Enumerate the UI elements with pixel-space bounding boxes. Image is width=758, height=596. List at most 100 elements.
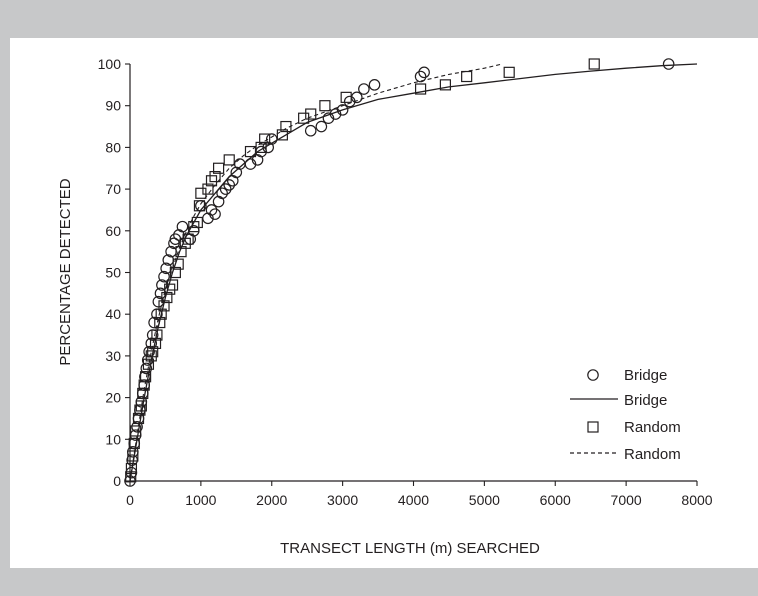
random-point bbox=[414, 83, 427, 95]
random-fit-line bbox=[129, 63, 503, 482]
bridge-point bbox=[414, 70, 427, 83]
random-point bbox=[202, 183, 214, 195]
bridge-point bbox=[368, 79, 381, 91]
bridge-point bbox=[216, 187, 228, 200]
bridge-point bbox=[244, 158, 257, 170]
y-tick-label: 60 bbox=[105, 223, 121, 239]
x-tick-label: 1000 bbox=[185, 492, 216, 508]
x-tick-label: 6000 bbox=[540, 492, 571, 508]
random-point bbox=[244, 145, 257, 158]
x-tick-label: 4000 bbox=[398, 492, 429, 508]
bridge-point bbox=[329, 108, 342, 120]
random-point bbox=[191, 216, 203, 229]
random-point bbox=[138, 379, 150, 391]
random-point bbox=[132, 412, 145, 425]
y-tick-label: 70 bbox=[105, 181, 121, 197]
random-point bbox=[142, 358, 155, 370]
random-point bbox=[151, 329, 163, 341]
random-point bbox=[127, 450, 139, 462]
random-point bbox=[340, 91, 352, 103]
legend-random-points-label: Random bbox=[624, 419, 681, 436]
y-tick-label: 50 bbox=[105, 265, 121, 281]
y-tick-label: 30 bbox=[105, 348, 121, 364]
random-point bbox=[147, 346, 159, 358]
y-tick-label: 100 bbox=[98, 56, 122, 72]
random-point bbox=[169, 266, 181, 279]
random-point bbox=[164, 283, 176, 295]
bridge-point bbox=[158, 270, 170, 283]
random-point bbox=[209, 170, 221, 183]
bridge-point bbox=[140, 362, 153, 375]
random-point bbox=[154, 316, 166, 329]
x-tick-label: 8000 bbox=[681, 492, 712, 508]
bridge-point bbox=[304, 124, 317, 137]
random-point bbox=[259, 133, 271, 145]
x-tick-label: 2000 bbox=[256, 492, 287, 508]
y-tick-label: 90 bbox=[105, 98, 121, 114]
random-point bbox=[223, 154, 235, 166]
fit-lines bbox=[129, 63, 698, 482]
bridge-point bbox=[209, 208, 221, 220]
random-point bbox=[212, 162, 225, 174]
x-axis-title: TRANSECT LENGTH (m) SEARCHED bbox=[280, 540, 540, 557]
random-point bbox=[175, 246, 187, 258]
legend-bridge-line-label: Bridge bbox=[624, 392, 667, 409]
legend-random-marker bbox=[587, 421, 599, 433]
random-point bbox=[439, 79, 451, 91]
random-point bbox=[149, 337, 162, 349]
random-point bbox=[255, 141, 267, 153]
random-point bbox=[280, 120, 292, 133]
random-point bbox=[125, 462, 138, 475]
random-point bbox=[137, 387, 149, 400]
random-point bbox=[166, 279, 179, 291]
random-point bbox=[461, 70, 473, 83]
bridge-point bbox=[322, 112, 335, 125]
bridge-point bbox=[343, 95, 356, 108]
bridge-point bbox=[160, 262, 172, 275]
random-point bbox=[161, 291, 173, 304]
random-point bbox=[134, 404, 146, 416]
random-point bbox=[145, 350, 157, 362]
y-tick-label: 10 bbox=[105, 431, 121, 447]
axes: 0 1000 2000 3000 4000 5000 6000 7000 8000 0 10 20 30… bbox=[98, 56, 713, 508]
data-markers bbox=[124, 58, 675, 487]
y-tick-label: 40 bbox=[105, 306, 121, 322]
x-tick-label: 0 bbox=[126, 492, 134, 508]
random-point bbox=[276, 129, 288, 141]
random-point bbox=[305, 108, 317, 120]
random-point bbox=[503, 66, 515, 78]
y-tick-label: 80 bbox=[105, 139, 121, 155]
legend-bridge-marker bbox=[587, 369, 599, 381]
bridge-point bbox=[418, 66, 430, 79]
random-point bbox=[135, 400, 147, 412]
random-point bbox=[188, 221, 200, 233]
random-point bbox=[130, 425, 142, 437]
bridge-point bbox=[315, 120, 328, 133]
legend-bridge-points-label: Bridge bbox=[624, 367, 667, 384]
bridge-fit-line bbox=[129, 63, 698, 482]
bridge-point bbox=[131, 420, 143, 433]
random-point bbox=[319, 100, 331, 112]
random-point bbox=[298, 112, 310, 124]
bridge-point bbox=[223, 179, 236, 191]
random-point bbox=[179, 237, 191, 249]
bridge-point bbox=[205, 204, 218, 216]
random-point bbox=[205, 175, 218, 187]
bridge-point bbox=[662, 58, 675, 70]
random-point bbox=[155, 308, 167, 320]
x-tick-label: 3000 bbox=[327, 492, 358, 508]
random-point bbox=[588, 58, 600, 70]
legend-random-line-label: Random bbox=[624, 446, 681, 463]
bridge-point bbox=[358, 83, 370, 95]
bridge-point bbox=[219, 183, 232, 195]
random-point bbox=[182, 233, 194, 245]
random-point bbox=[139, 371, 152, 383]
bridge-point bbox=[176, 220, 189, 233]
bridge-point bbox=[336, 104, 349, 116]
y-axis-title: PERCENTAGE DETECTED bbox=[57, 178, 74, 365]
random-point bbox=[125, 471, 137, 483]
legend: Bridge Bridge Random Random bbox=[570, 367, 681, 463]
bridge-point bbox=[154, 287, 167, 300]
